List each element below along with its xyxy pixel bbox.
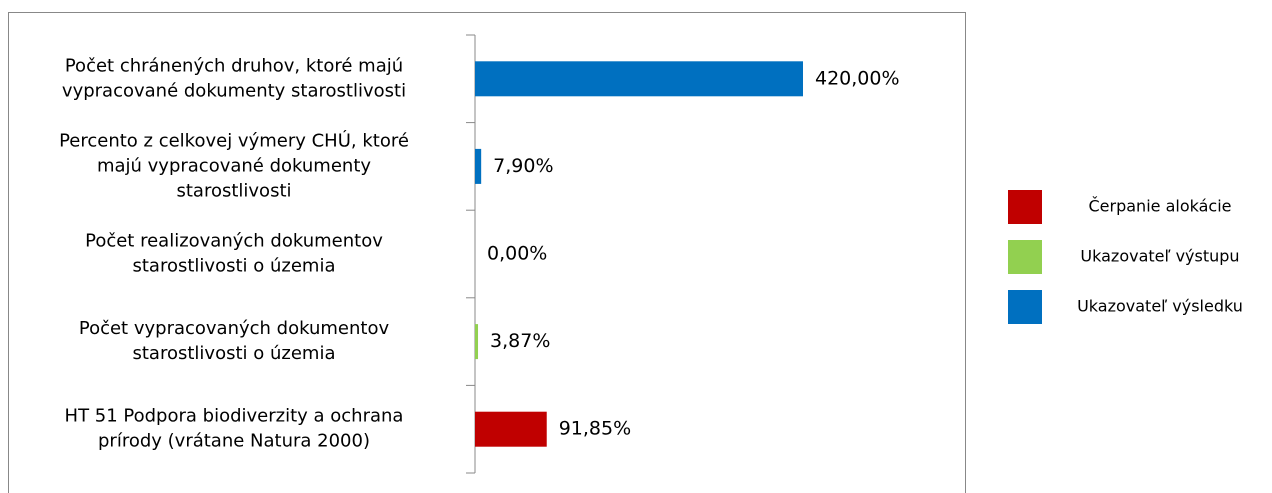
category-label: starostlivosti o územia: [133, 343, 336, 364]
category-label: Percento z celkovej výmery CHÚ, ktoré: [59, 129, 409, 151]
category-label: Počet vypracovaných dokumentov: [79, 318, 390, 339]
legend-swatch: [1008, 240, 1042, 274]
value-label: 3,87%: [490, 330, 550, 352]
category-label: starostlivosti: [176, 180, 291, 201]
legend-label: Ukazovateľ výsledku: [1077, 297, 1243, 316]
bar: [475, 61, 803, 97]
legend-label: Čerpanie alokácie: [1089, 197, 1232, 216]
category-label: vypracované dokumenty starostlivosti: [62, 80, 406, 101]
category-label: Počet realizovaných dokumentov: [85, 231, 383, 252]
category-label: prírody (vrátane Natura 2000): [98, 431, 370, 452]
value-label: 0,00%: [487, 243, 547, 265]
bar: [475, 324, 479, 360]
value-label: 91,85%: [559, 418, 631, 440]
category-label: majú vypracované dokumenty: [97, 155, 371, 176]
category-label: starostlivosti o územia: [133, 256, 336, 277]
bar: [475, 148, 482, 184]
category-label: Počet chránených druhov, ktoré majú: [65, 55, 403, 76]
legend-swatch: [1008, 190, 1042, 224]
legend-label: Ukazovateľ výstupu: [1080, 247, 1239, 266]
category-label: HT 51 Podpora biodiverzity a ochrana: [65, 406, 404, 427]
bar: [475, 411, 547, 447]
value-label: 420,00%: [815, 67, 900, 89]
legend-swatch: [1008, 290, 1042, 324]
value-label: 7,90%: [493, 155, 553, 177]
